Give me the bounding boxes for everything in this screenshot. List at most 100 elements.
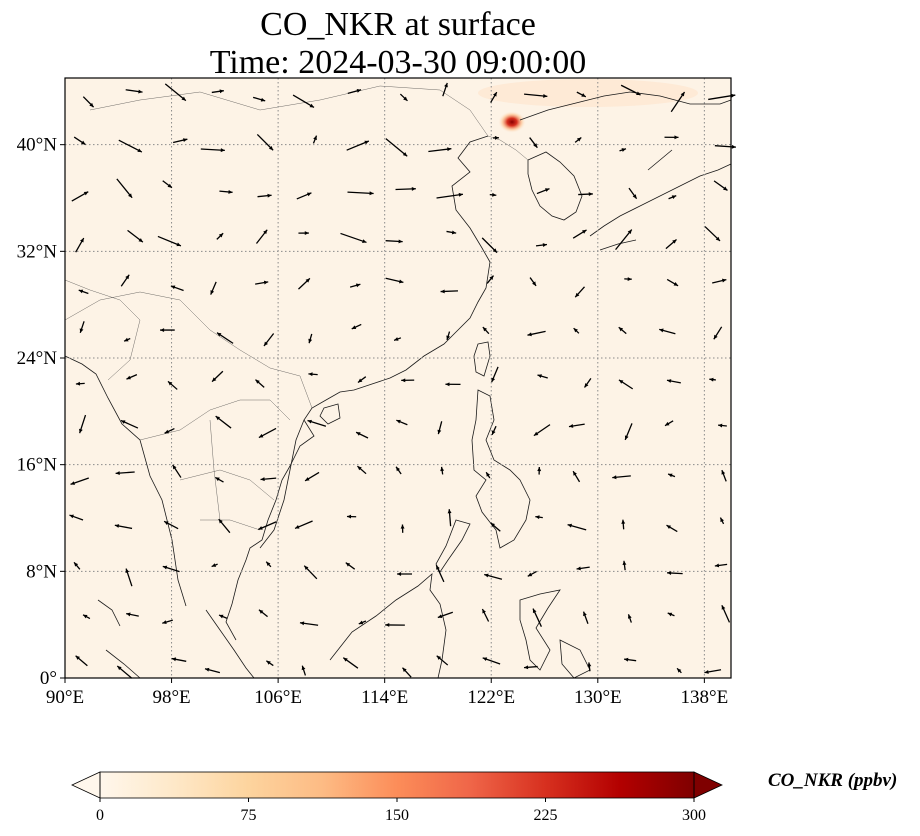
wind-arrow [578,192,593,197]
country-borders [64,85,529,531]
wind-arrow [436,655,449,666]
wind-arrow [621,519,626,530]
wind-arrow [618,379,634,390]
wind-arrow [355,431,369,439]
wind-arrow [619,148,627,152]
wind-arrow [397,572,413,576]
wind-arrow [481,608,490,622]
wind-arrow [573,327,580,334]
wind-arrow [393,337,402,341]
wind-arrow [115,471,135,476]
colorbar-tick-label: 0 [96,807,104,824]
wind-arrow [714,144,737,149]
wind-arrow [216,332,234,344]
wind-arrow [118,139,143,153]
longitude-labels: 90°E 98°E 106°E 114°E 122°E 130°E 138°E [46,678,728,708]
wind-arrow [440,466,445,475]
wind-arrow [486,275,495,284]
wind-arrow [301,665,307,676]
wind-arrow [533,424,551,437]
wind-arrow [572,229,587,239]
wind-arrow [624,277,632,281]
wind-arrow [257,193,272,198]
wind-arrow [258,427,277,439]
coastline-philippines [435,389,531,573]
lat-tick-label: 8°N [26,561,57,582]
wind-arrow [721,469,727,482]
wind-arrow [346,514,357,519]
wind-arrow [255,280,269,285]
wind-arrow [357,376,367,384]
wind-arrow [401,378,415,383]
wind-arrow [345,562,356,570]
wind-arrow [385,277,404,284]
colorbar-extend-high [693,771,723,799]
wind-arrow [346,140,370,151]
wind-arrow [211,89,224,94]
wind-arrow [219,189,233,194]
wind-arrow [618,326,627,335]
wind-arrow [491,366,499,383]
latitude-labels: 40°N 32°N 24°N 16°N 8°N 0° [17,135,65,689]
wind-vectors [69,82,737,679]
plume-band [478,79,698,107]
wind-arrow [385,622,405,627]
wind-arrow [263,333,275,347]
wind-arrow [204,667,221,674]
wind-arrow [82,614,91,620]
wind-arrow [482,657,501,665]
wind-arrow [163,520,179,530]
wind-arrow [162,619,173,624]
wind-arrow [402,667,412,678]
coastline-sulawesi [519,589,561,671]
wind-arrow [162,565,180,573]
coastline-korea [527,151,583,221]
wind-arrow [255,379,265,388]
wind-arrow [125,89,143,94]
wind-arrow [218,614,228,619]
wind-arrow [358,620,367,625]
wind-arrow [536,187,550,195]
wind-arrow [260,477,277,482]
colorbar-extend-low [71,771,101,799]
coastline-sumatra [97,599,141,679]
wind-arrow [435,564,445,583]
wind-arrow [491,425,497,436]
wind-arrow [623,657,637,662]
wind-arrow [395,466,402,475]
lat-tick-label: 0° [40,668,57,689]
lon-tick-label: 114°E [361,687,408,708]
wind-arrow [116,178,133,199]
wind-arrow [490,91,498,103]
wind-arrow [298,277,311,290]
wind-arrow [294,520,313,530]
wind-arrow [304,471,320,482]
wind-arrow [347,191,374,196]
wind-arrow [79,321,85,334]
wind-arrow [210,281,217,295]
wind-arrow [211,370,224,383]
wind-arrow [79,414,87,434]
wind-arrow [664,420,674,427]
wind-arrow [127,229,144,243]
border-india-bangladesh [64,279,141,381]
wind-arrow [170,285,184,292]
wind-arrow [489,192,497,197]
wind-arrow [574,286,585,298]
coastline-borneo [329,573,447,679]
wind-arrow [126,612,139,617]
map-title-line2: Time: 2024-03-30 09:00:00 [209,44,587,81]
wind-arrow [171,657,187,662]
wind-arrow [349,283,361,288]
lat-tick-label: 40°N [17,135,58,156]
lon-tick-label: 90°E [46,687,84,708]
lon-tick-label: 138°E [681,687,729,708]
wind-arrow [659,328,676,335]
wind-arrow [385,138,408,157]
map-frame [64,77,732,679]
wind-arrow [582,611,589,624]
colorbar-label: CO_NKR (ppbv) [768,770,898,791]
wind-arrow [218,518,231,534]
border-indochina [139,399,291,531]
